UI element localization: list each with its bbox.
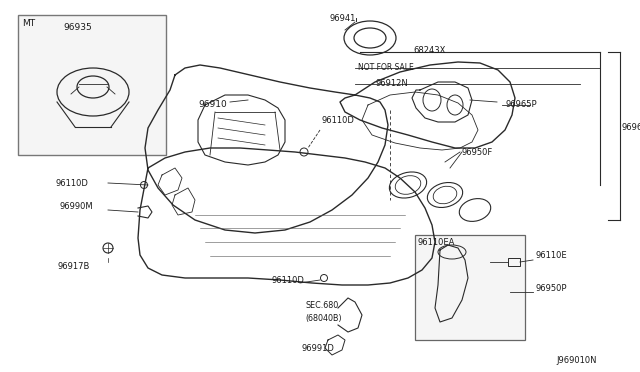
Text: J969010N: J969010N xyxy=(556,356,596,365)
Text: NOT FOR SALE: NOT FOR SALE xyxy=(358,63,413,72)
Text: SEC.680: SEC.680 xyxy=(305,301,339,310)
Text: 96110D: 96110D xyxy=(55,179,88,188)
Text: 96990M: 96990M xyxy=(60,202,93,211)
Text: (68040B): (68040B) xyxy=(305,314,342,323)
Text: 96110E: 96110E xyxy=(535,251,566,260)
Text: 68243X: 68243X xyxy=(413,46,445,55)
Bar xyxy=(508,258,520,266)
Text: 96960: 96960 xyxy=(622,124,640,132)
Text: 96110D: 96110D xyxy=(272,276,305,285)
Bar xyxy=(415,235,525,340)
Text: 96935: 96935 xyxy=(63,23,92,32)
Text: 96110D: 96110D xyxy=(322,116,355,125)
Text: 96950P: 96950P xyxy=(535,284,566,293)
Text: MT: MT xyxy=(22,19,35,28)
Text: 96110EA: 96110EA xyxy=(417,238,454,247)
Text: 96991D: 96991D xyxy=(302,344,335,353)
Text: 96910: 96910 xyxy=(198,100,227,109)
Text: 96950F: 96950F xyxy=(462,148,493,157)
Text: 96917B: 96917B xyxy=(58,262,90,271)
Text: 96965P: 96965P xyxy=(505,100,536,109)
Bar xyxy=(18,15,166,155)
Text: 96912N: 96912N xyxy=(375,79,408,88)
Text: 96941: 96941 xyxy=(330,14,356,23)
